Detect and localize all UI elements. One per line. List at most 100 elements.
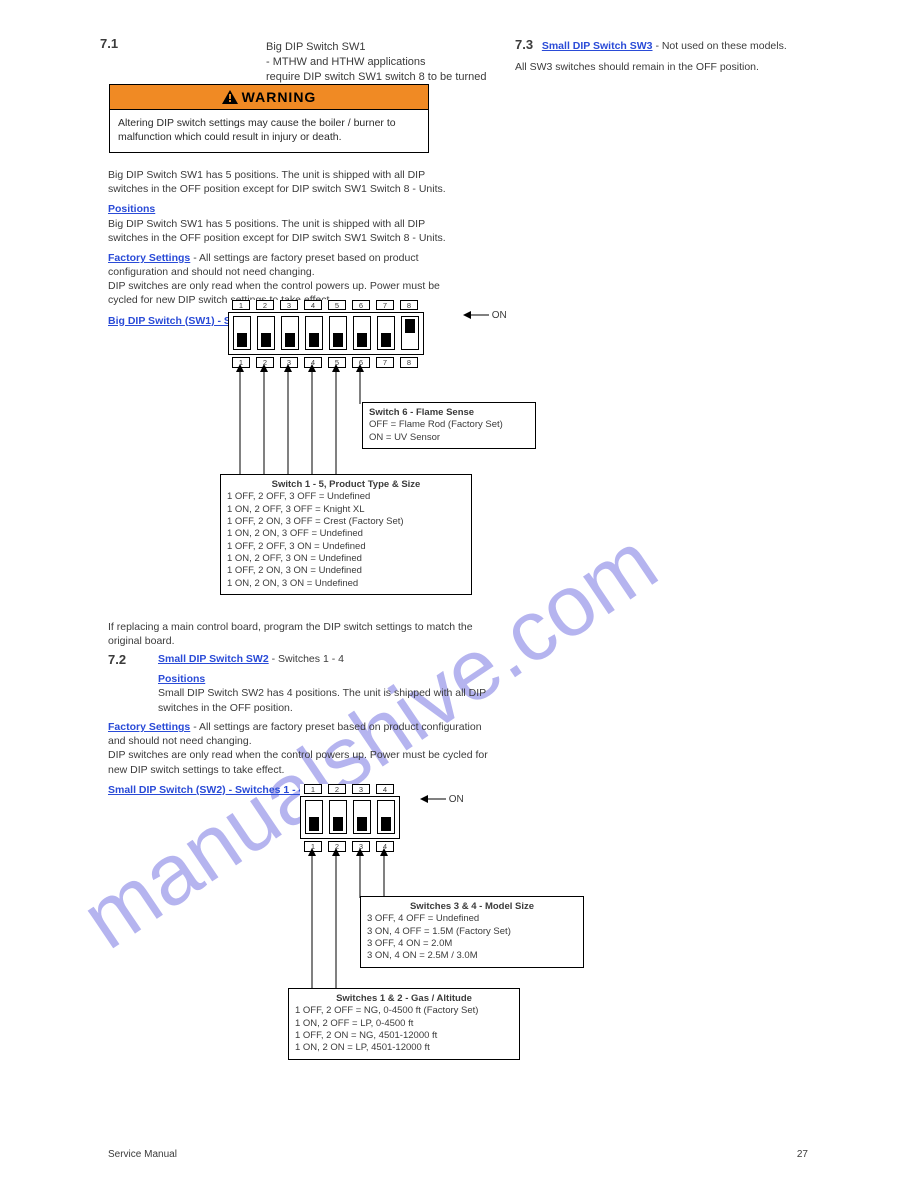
warning-icon bbox=[222, 90, 238, 104]
cb1-l2: ON = UV Sensor bbox=[369, 432, 440, 443]
sec1-title-line1: Big DIP Switch SW1 bbox=[266, 40, 487, 55]
sw1-fs-title: Factory Settings bbox=[108, 252, 190, 264]
warning-text-box: Altering DIP switch settings may cause t… bbox=[109, 109, 429, 153]
sw1-callout-switch6: Switch 6 - Flame Sense OFF = Flame Rod (… bbox=[362, 402, 536, 449]
cb2-l3: 1 OFF, 2 ON, 3 OFF = Crest (Factory Set) bbox=[227, 516, 465, 528]
dip2-toprow: 1 2 3 4 bbox=[300, 784, 400, 794]
sw3-note: All SW3 switches should remain in the OF… bbox=[515, 60, 823, 74]
footer-left: Service Manual bbox=[108, 1149, 177, 1160]
dip1-peg-2 bbox=[261, 333, 271, 347]
arrow-left-icon bbox=[420, 794, 446, 804]
dip1-peg-5 bbox=[333, 333, 343, 347]
footer-right: 27 bbox=[797, 1149, 808, 1160]
cb3-l3: 3 OFF, 4 ON = 2.0M bbox=[367, 938, 577, 950]
sec1-title-line2: - MTHW and HTHW applications bbox=[266, 55, 487, 70]
dip1-slot-3 bbox=[281, 316, 299, 350]
sw2-positions-title: Positions bbox=[158, 672, 518, 686]
dip1-slot-7 bbox=[377, 316, 395, 350]
dip1-on-text: ON bbox=[492, 310, 507, 321]
page-footer: Service Manual 27 bbox=[108, 1149, 808, 1160]
dip1-top-7: 7 bbox=[376, 300, 394, 310]
sw1-callout-1to5: Switch 1 - 5, Product Type & Size 1 OFF,… bbox=[220, 474, 472, 595]
sw1-posttext-1: If replacing a main control board, progr… bbox=[108, 621, 473, 647]
sec3-num: 7.3 bbox=[515, 37, 533, 52]
dip1-peg-3 bbox=[285, 333, 295, 347]
cb2-l5: 1 OFF, 2 OFF, 3 ON = Undefined bbox=[227, 541, 465, 553]
dip-switch-sw2: 1 2 3 4 1 2 3 4 bbox=[300, 784, 400, 852]
dip1-top-2: 2 bbox=[256, 300, 274, 310]
warning-banner: WARNING bbox=[109, 84, 429, 110]
sw1-positions-desc: Big DIP Switch SW1 has 5 positions. The … bbox=[108, 217, 448, 245]
cb3-title: Switches 3 & 4 - Model Size bbox=[410, 901, 534, 912]
dip1-slot-6 bbox=[353, 316, 371, 350]
sw2-fs-title: Factory Settings bbox=[108, 721, 190, 733]
sw2-fs-note: DIP switches are only read when the cont… bbox=[108, 748, 488, 776]
sec1-title-line3: require DIP switch SW1 switch 8 to be tu… bbox=[266, 70, 487, 85]
dip2-on-text: ON bbox=[449, 794, 464, 805]
dip1-on-arrow-label: ON bbox=[463, 310, 507, 321]
sw3-small-title: Small DIP Switch SW3 bbox=[542, 40, 653, 52]
cb2-l1: 1 OFF, 2 OFF, 3 OFF = Undefined bbox=[227, 491, 465, 503]
right-column: 7.3 Small DIP Switch SW3 - Not used on t… bbox=[515, 36, 823, 74]
sw2-callout-3-4: Switches 3 & 4 - Model Size 3 OFF, 4 OFF… bbox=[360, 896, 584, 968]
sw2-desc-text: - Switches 1 - 4 bbox=[272, 653, 344, 665]
dip2-slot-1 bbox=[305, 800, 323, 834]
dip1-toprow: 1 2 3 4 5 6 7 8 bbox=[228, 300, 424, 310]
cb4-l2: 1 ON, 2 OFF = LP, 0-4500 ft bbox=[295, 1018, 513, 1030]
sec1-intro: Big DIP Switch SW1 has 5 positions. The … bbox=[108, 169, 446, 195]
sw1-posttext: If replacing a main control board, progr… bbox=[108, 620, 488, 648]
cb4-l4: 1 ON, 2 ON = LP, 4501-12000 ft bbox=[295, 1042, 513, 1054]
dip1-slot-4 bbox=[305, 316, 323, 350]
dip2-peg-1 bbox=[309, 817, 319, 831]
cb4-l1: 1 OFF, 2 OFF = NG, 0-4500 ft (Factory Se… bbox=[295, 1005, 513, 1017]
dip2-slot-2 bbox=[329, 800, 347, 834]
dip1-peg-8 bbox=[405, 319, 415, 333]
dip1-slot-8 bbox=[401, 316, 419, 350]
dip1-top-3: 3 bbox=[280, 300, 298, 310]
cb3-l4: 3 ON, 4 ON = 2.5M / 3.0M bbox=[367, 950, 577, 962]
section-number-7-1: 7.1 bbox=[100, 36, 118, 51]
dip2-slot-3 bbox=[353, 800, 371, 834]
sw2-small-title: Small DIP Switch SW2 bbox=[158, 653, 269, 665]
dip2-slot-4 bbox=[377, 800, 395, 834]
sw1-positions-title: Positions bbox=[108, 202, 448, 216]
dip1-top-5: 5 bbox=[328, 300, 346, 310]
warning-word: WARNING bbox=[242, 89, 317, 105]
dip2-on-arrow-label: ON bbox=[420, 794, 464, 805]
cb3-l2: 3 ON, 4 OFF = 1.5M (Factory Set) bbox=[367, 926, 577, 938]
cb2-l2: 1 ON, 2 OFF, 3 OFF = Knight XL bbox=[227, 504, 465, 516]
dip1-body bbox=[228, 312, 424, 355]
section-number-7-2: 7.2 bbox=[108, 652, 126, 667]
dip1-peg-7 bbox=[381, 333, 391, 347]
arrow-left-icon bbox=[463, 310, 489, 320]
warning-text: Altering DIP switch settings may cause t… bbox=[118, 117, 396, 143]
cb3-l1: 3 OFF, 4 OFF = Undefined bbox=[367, 913, 577, 925]
dip2-body bbox=[300, 796, 400, 839]
section-7-2-block: Small DIP Switch SW2 - Switches 1 - 4 Po… bbox=[158, 652, 518, 715]
sw2-callout-1-2: Switches 1 & 2 - Gas / Altitude 1 OFF, 2… bbox=[288, 988, 520, 1060]
dip1-top-4: 4 bbox=[304, 300, 322, 310]
dip1-peg-4 bbox=[309, 333, 319, 347]
dip1-top-1: 1 bbox=[232, 300, 250, 310]
dip2-top-1: 1 bbox=[304, 784, 322, 794]
dip2-peg-2 bbox=[333, 817, 343, 831]
dip2-peg-4 bbox=[381, 817, 391, 831]
dip1-slot-2 bbox=[257, 316, 275, 350]
dip2-top-2: 2 bbox=[328, 784, 346, 794]
dip2-peg-3 bbox=[357, 817, 367, 831]
dip2-top-3: 3 bbox=[352, 784, 370, 794]
dip2-top-4: 4 bbox=[376, 784, 394, 794]
dip1-top-8: 8 bbox=[400, 300, 418, 310]
cb4-l3: 1 OFF, 2 ON = NG, 4501-12000 ft bbox=[295, 1030, 513, 1042]
sw2-positions-desc: Small DIP Switch SW2 has 4 positions. Th… bbox=[158, 686, 518, 714]
dip1-slot-1 bbox=[233, 316, 251, 350]
dip-switch-sw1: 1 2 3 4 5 6 7 8 1 2 3 4 5 6 7 8 bbox=[228, 300, 424, 368]
page: manualshive.com 7.1 Big DIP Switch SW1 -… bbox=[0, 0, 918, 1188]
dip1-top-6: 6 bbox=[352, 300, 370, 310]
cb2-l7: 1 OFF, 2 ON, 3 ON = Undefined bbox=[227, 565, 465, 577]
cb2-l8: 1 ON, 2 ON, 3 ON = Undefined bbox=[227, 578, 465, 590]
cb2-l4: 1 ON, 2 ON, 3 OFF = Undefined bbox=[227, 528, 465, 540]
cb1-title: Switch 6 - Flame Sense bbox=[369, 407, 474, 418]
cb4-title: Switches 1 & 2 - Gas / Altitude bbox=[336, 993, 472, 1004]
dip1-slot-5 bbox=[329, 316, 347, 350]
